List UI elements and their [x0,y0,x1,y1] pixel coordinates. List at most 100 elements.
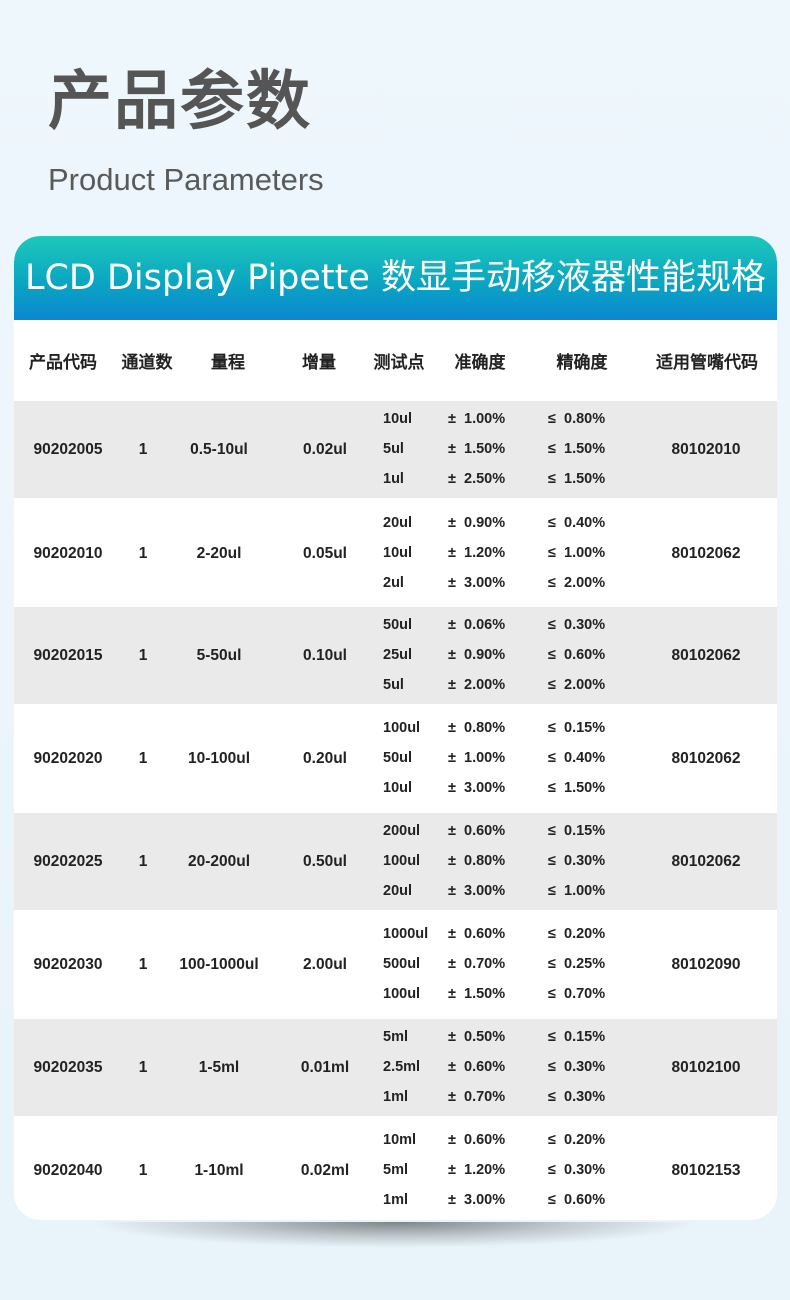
tip-code: 80102153 [671,1162,741,1179]
channel-count: 1 [138,545,148,562]
test-point: 2.5ml [383,1059,421,1075]
table-header: 产品代码 通道数 量程 增量 测试点 准确度 精确度 适用管嘴代码 [14,320,777,400]
precision-value: ≤ 0.20% [548,1132,606,1148]
tip-code: 80102062 [671,750,741,767]
accuracy-value: ± 0.60% [448,1132,506,1148]
test-point: 5ml [383,1029,408,1045]
tip-code: 80102090 [671,956,741,973]
test-point: 10ul [383,411,413,427]
test-point: 25ul [383,647,413,663]
volume-range: 20-200ul [187,853,251,870]
test-point: 10ml [383,1132,417,1148]
test-point: 5ml [383,1162,408,1178]
header-channels: 通道数 [121,353,173,373]
product-code: 90202015 [33,647,103,664]
table-row: 90202010 1 2-20ul 0.05ul 80102062 20ul ± 0.90%… [14,505,777,602]
precision-value: ≤ 0.40% [548,750,606,766]
header-code: 产品代码 [29,353,97,373]
test-point: 200ul [383,823,421,839]
product-code: 90202040 [33,1162,103,1179]
channel-count: 1 [138,441,148,458]
test-point: 100ul [383,720,421,736]
page-title: 产品参数 [48,65,312,139]
precision-value: ≤ 0.30% [548,1162,606,1178]
channel-count: 1 [138,750,148,767]
product-code: 90202030 [33,956,103,973]
accuracy-value: ± 3.00% [448,575,506,591]
test-point: 100ul [383,986,421,1002]
precision-value: ≤ 0.30% [548,853,606,869]
test-point: 1000ul [383,926,429,942]
header-accuracy: 准确度 [454,353,506,373]
page-subtitle: Product Parameters [48,162,324,197]
accuracy-value: ± 0.60% [448,823,506,839]
accuracy-value: ± 0.50% [448,1029,506,1045]
precision-value: ≤ 0.15% [548,1029,606,1045]
table-row: 90202030 1 100-1000ul 2.00ul 80102090 1000ul ±… [14,916,777,1013]
test-point: 50ul [383,750,413,766]
precision-value: ≤ 0.70% [548,986,606,1002]
precision-value: ≤ 2.00% [548,575,606,591]
increment: 0.02ml [300,1162,350,1179]
table-row: 90202015 1 5-50ul 0.10ul 80102062 50ul ± 0.06%… [14,607,777,704]
accuracy-value: ± 1.00% [448,750,506,766]
spec-banner: LCD Display Pipette 数显手动移液器性能规格 [14,236,777,320]
increment: 0.50ul [303,853,347,870]
precision-value: ≤ 0.60% [548,647,606,663]
increment: 2.00ul [303,956,347,973]
test-point: 20ul [383,883,413,899]
channel-count: 1 [138,1162,148,1179]
precision-value: ≤ 0.15% [548,720,606,736]
test-point: 2ul [383,575,404,591]
precision-value: ≤ 1.00% [548,545,606,561]
increment: 0.20ul [303,750,347,767]
table-row: 90202005 1 0.5-10ul 0.02ul 80102010 10ul ± 1.0… [14,401,777,498]
accuracy-value: ± 0.60% [448,926,506,942]
channel-count: 1 [138,853,148,870]
precision-value: ≤ 2.00% [548,677,606,693]
volume-range: 0.5-10ul [190,441,248,458]
tip-code: 80102062 [671,647,741,664]
header-precision: 精确度 [556,353,608,373]
test-point: 10ul [383,545,413,561]
accuracy-value: ± 3.00% [448,780,506,796]
precision-value: ≤ 0.30% [548,1059,606,1075]
channel-count: 1 [138,1059,148,1076]
accuracy-value: ± 0.60% [448,1059,506,1075]
increment: 0.05ul [303,545,347,562]
precision-value: ≤ 1.50% [548,780,606,796]
accuracy-value: ± 2.00% [448,677,506,693]
volume-range: 10-100ul [187,750,251,767]
volume-range: 1-10ml [194,1162,244,1179]
accuracy-value: ± 1.50% [448,986,506,1002]
header-range: 量程 [211,353,245,373]
precision-value: ≤ 1.00% [548,883,606,899]
tip-code: 80102062 [671,545,741,562]
test-point: 500ul [383,956,421,972]
product-code: 90202025 [33,853,103,870]
accuracy-value: ± 1.00% [448,411,506,427]
accuracy-value: ± 2.50% [448,471,506,487]
table-row: 90202040 1 1-10ml 0.02ml 80102153 10ml ± 0.60%… [14,1122,777,1219]
precision-value: ≤ 1.50% [548,471,606,487]
accuracy-value: ± 1.50% [448,441,506,457]
channel-count: 1 [138,956,148,973]
test-point: 5ul [383,441,404,457]
test-point: 5ul [383,677,404,693]
test-point: 1ul [383,471,404,487]
table-row: 90202020 1 10-100ul 0.20ul 80102062 100ul ± 0.… [14,710,777,807]
precision-value: ≤ 0.15% [548,823,606,839]
accuracy-value: ± 0.90% [448,647,506,663]
header-increment: 增量 [302,353,336,373]
accuracy-value: ± 0.80% [448,853,506,869]
accuracy-value: ± 0.70% [448,956,506,972]
test-point: 10ul [383,780,413,796]
spec-card: LCD Display Pipette 数显手动移液器性能规格 产品代码 通道数… [14,236,777,1220]
test-point: 1ml [383,1089,408,1105]
tip-code: 80102010 [671,441,741,458]
increment: 0.10ul [303,647,347,664]
precision-value: ≤ 1.50% [548,441,606,457]
accuracy-value: ± 3.00% [448,1192,506,1208]
volume-range: 2-20ul [196,545,242,562]
product-code: 90202010 [33,545,103,562]
